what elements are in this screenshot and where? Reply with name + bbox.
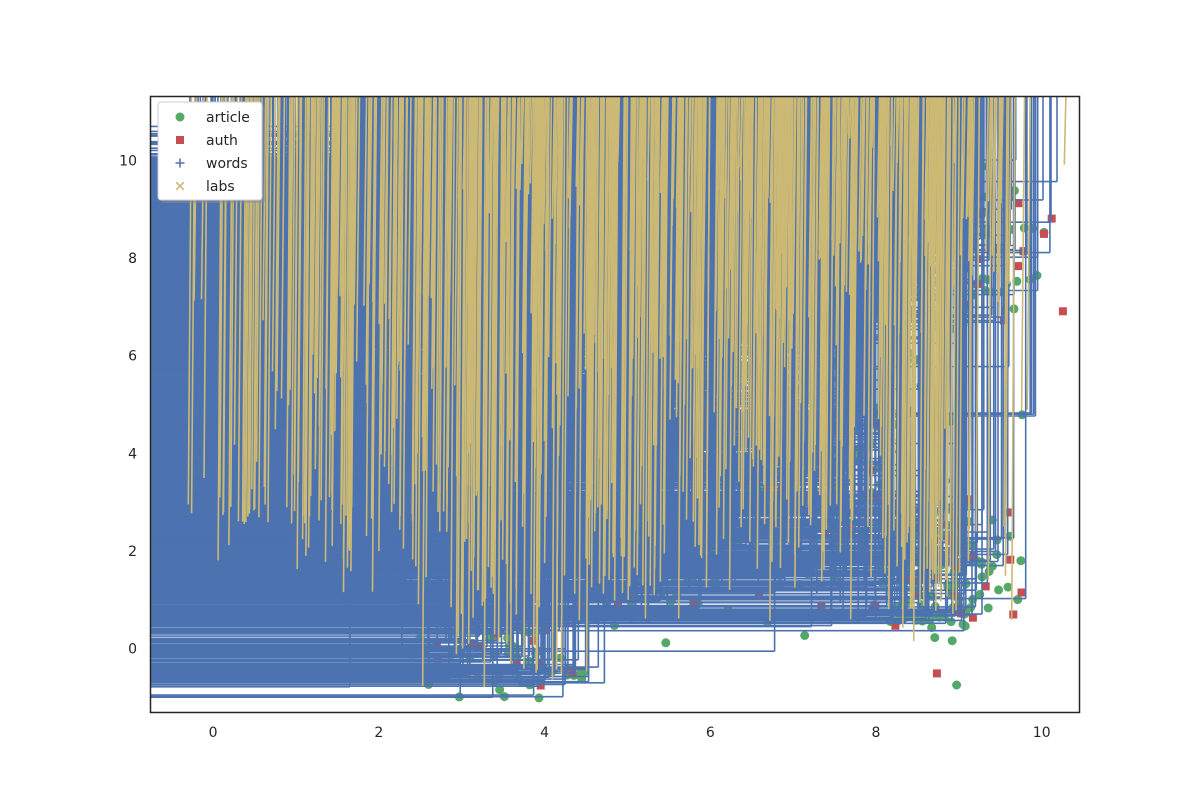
point-article [1013,595,1023,605]
point-auth [950,591,959,600]
point-auth [930,536,939,545]
point-article [994,585,1004,595]
point-auth [588,575,597,584]
point-article [927,623,937,633]
point-article [952,680,962,690]
point-article [1003,582,1013,592]
point-article [947,636,957,646]
point-auth [1006,555,1015,564]
point-auth [912,523,921,532]
data-points [151,97,1069,703]
point-auth [1014,199,1023,208]
point-auth [968,613,977,622]
point-auth [969,551,978,560]
point-article [800,631,810,640]
point-auth [1014,262,1023,271]
point-article [946,617,956,627]
point-article [1016,556,1026,566]
point-article [930,633,940,643]
point-auth [891,621,900,630]
point-article [534,693,544,703]
point-article [958,619,968,629]
point-auth [837,448,846,457]
point-auth [932,669,941,678]
point-auth [1040,229,1048,238]
point-article [661,638,671,648]
point-article [576,668,586,678]
point-auth [536,681,545,690]
point-auth [1009,610,1018,619]
point-auth [981,582,990,591]
point-article [984,567,994,576]
point-article [983,603,993,613]
point-auth [613,600,622,609]
point-article [495,685,505,695]
point-auth [975,255,984,263]
point-auth [1017,588,1026,597]
point-auth [1058,307,1067,316]
